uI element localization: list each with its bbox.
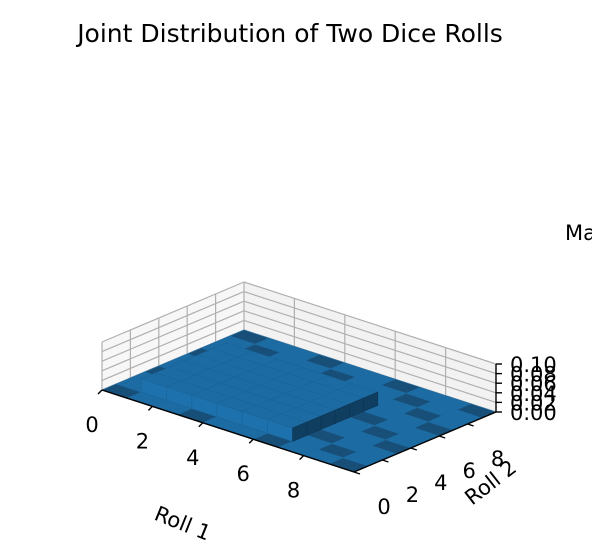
z-axis-label: Ma: [565, 221, 592, 245]
y-tick-mark: [353, 471, 361, 475]
z-tick-label: 0.00: [510, 401, 557, 425]
x-axis-line: [101, 389, 355, 473]
y-tick-label: 2: [406, 483, 419, 507]
y-tick-mark: [382, 459, 389, 463]
x-tick-label: 8: [287, 479, 300, 503]
x-tick-label: 0: [85, 413, 98, 437]
x-tick-mark: [299, 455, 305, 461]
y-tick-label: 6: [463, 459, 476, 483]
y-axis-line: [353, 411, 497, 473]
y-tick-label: 0: [377, 495, 390, 519]
y-tick-mark: [438, 435, 446, 439]
x-tick-mark: [147, 405, 153, 411]
x-tick-label: 2: [136, 429, 149, 453]
z-tick-label: 0.06: [510, 372, 557, 396]
grid-line-back-z: [243, 300, 497, 384]
bar-side: [292, 421, 308, 442]
grid-line-back-z: [243, 310, 497, 394]
grid-line-back-z: [243, 291, 497, 375]
grid-line-back-z: [243, 319, 497, 403]
grid-line-left-z: [101, 300, 245, 362]
x-tick-label: 4: [186, 446, 199, 470]
grid-line-back-z: [243, 281, 497, 365]
chart-title: Joint Distribution of Two Dice Rolls: [75, 19, 503, 48]
x-tick-label: 6: [237, 462, 250, 486]
grid-line-left-z: [101, 291, 245, 353]
z-tick-label: 0.08: [510, 363, 557, 387]
y-tick-mark: [467, 423, 474, 427]
grid-line-left-z: [101, 281, 245, 343]
z-tick-label: 0.10: [510, 353, 557, 377]
y-tick-label: 4: [434, 471, 447, 495]
x-tick-mark: [97, 389, 103, 395]
x-axis-label: Roll 1: [151, 501, 214, 545]
z-tick-label: 0.04: [510, 382, 557, 406]
x-tick-mark: [198, 422, 204, 428]
z-tick-label: 0.02: [510, 391, 557, 415]
grid-line-left-z: [101, 310, 245, 372]
bar-group: [101, 329, 497, 473]
axis-lines: [97, 363, 502, 475]
grid-line-left-z: [101, 319, 245, 381]
y-tick-label: 8: [491, 447, 504, 471]
x-tick-mark: [248, 438, 254, 444]
y-tick-mark: [410, 447, 418, 451]
